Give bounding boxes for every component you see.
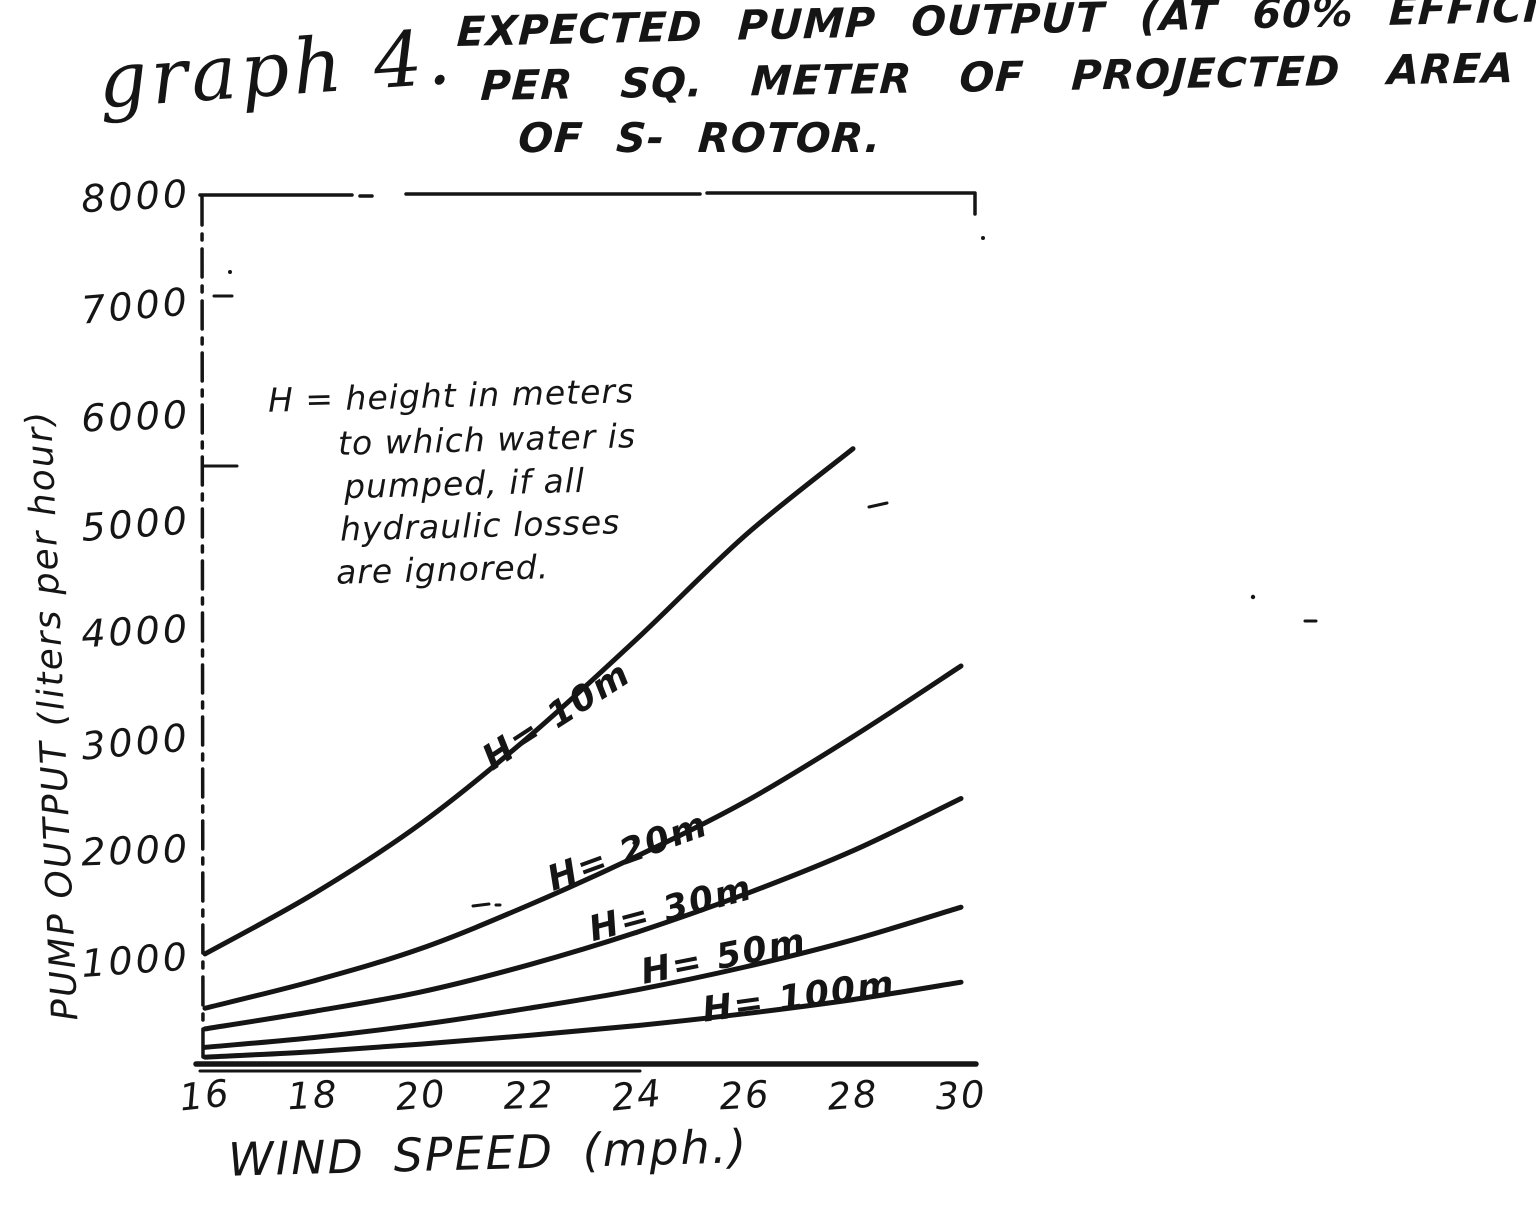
curve-H=50m — [202, 904, 964, 1050]
stray-dot-4 — [632, 841, 636, 845]
curve-H=10m — [202, 446, 856, 957]
curve-H=100m — [202, 979, 964, 1060]
curve-H=20m — [202, 663, 964, 1011]
curve-H=30m — [202, 796, 964, 1032]
stray-dot-2 — [981, 236, 985, 240]
stray-dash-2 — [471, 902, 502, 908]
stray-dot-1 — [228, 270, 232, 274]
plot-top-border — [198, 191, 977, 216]
stray-dot-3 — [1250, 594, 1256, 600]
y-axis-line — [200, 195, 205, 1066]
stray-dash-3 — [867, 501, 889, 509]
